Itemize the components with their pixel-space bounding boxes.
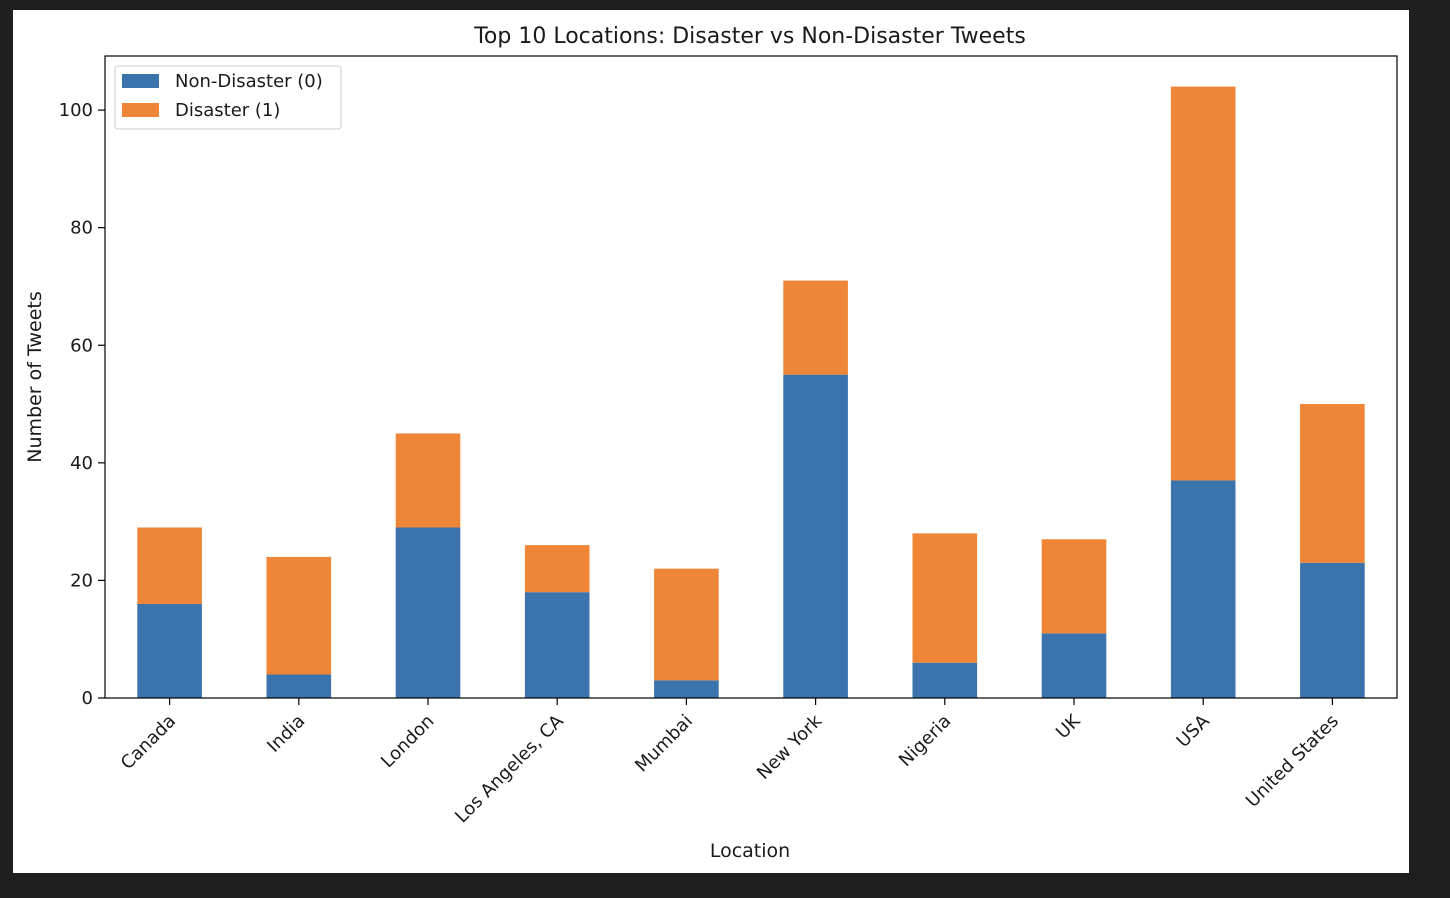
x-tick-label: Los Angeles, CA <box>451 710 568 827</box>
chart-figure: Top 10 Locations: Disaster vs Non-Disast… <box>13 10 1409 873</box>
bar-non-disaster-4 <box>654 680 719 698</box>
x-tick-label: Canada <box>117 711 180 774</box>
chart-title: Top 10 Locations: Disaster vs Non-Disast… <box>473 24 1026 49</box>
bar-disaster-9 <box>1300 404 1365 563</box>
bar-non-disaster-3 <box>524 592 590 698</box>
bar-non-disaster-7 <box>1041 633 1107 698</box>
stacked-bar-chart: Top 10 Locations: Disaster vs Non-Disast… <box>24 24 1398 862</box>
bar-non-disaster-0 <box>137 603 202 698</box>
x-tick-label: New York <box>753 710 827 784</box>
bar-non-disaster-6 <box>912 662 978 698</box>
x-tick-label: USA <box>1173 710 1215 752</box>
x-tick-label: UK <box>1052 710 1085 743</box>
bar-non-disaster-1 <box>266 674 332 698</box>
bar-non-disaster-9 <box>1300 562 1365 698</box>
y-tick-label: 80 <box>70 218 93 239</box>
bar-disaster-6 <box>912 533 978 663</box>
legend-label: Disaster (1) <box>175 100 280 121</box>
x-tick-label: Mumbai <box>631 711 697 777</box>
y-tick-label: 20 <box>70 570 93 591</box>
x-tick-label: Nigeria <box>895 711 955 771</box>
legend-label: Non-Disaster (0) <box>175 71 323 92</box>
bar-disaster-5 <box>783 280 848 375</box>
bar-non-disaster-2 <box>395 527 461 698</box>
y-tick-label: 40 <box>70 453 93 474</box>
bar-disaster-1 <box>266 556 332 675</box>
plot-frame <box>104 55 1398 699</box>
y-axis-label: Number of Tweets <box>24 291 46 462</box>
bar-disaster-8 <box>1170 86 1236 481</box>
legend: Non-Disaster (0) Disaster (1) <box>114 65 342 130</box>
bar-disaster-2 <box>395 433 461 528</box>
x-axis-ticks: Canada India London Los Angeles, CA Mumbai Ne… <box>117 698 1343 827</box>
y-tick-label: 0 <box>82 688 93 709</box>
bar-disaster-4 <box>654 568 719 681</box>
bar-disaster-3 <box>524 545 590 593</box>
y-tick-label: 100 <box>59 100 93 121</box>
x-tick-label: United States <box>1242 711 1343 812</box>
y-tick-label: 60 <box>70 335 93 356</box>
y-axis-ticks: 0 20 40 60 80 100 <box>59 100 105 709</box>
x-tick-label: India <box>263 711 309 757</box>
legend-box <box>114 65 342 130</box>
bar-non-disaster-8 <box>1170 480 1236 698</box>
bar-non-disaster-5 <box>783 374 848 698</box>
x-tick-label: London <box>377 711 439 773</box>
x-axis-label: Location <box>710 840 790 862</box>
bars-group <box>137 86 1365 698</box>
legend-swatch <box>122 103 159 117</box>
bar-disaster-0 <box>137 527 202 604</box>
legend-swatch <box>122 74 159 88</box>
bar-disaster-7 <box>1041 539 1107 634</box>
